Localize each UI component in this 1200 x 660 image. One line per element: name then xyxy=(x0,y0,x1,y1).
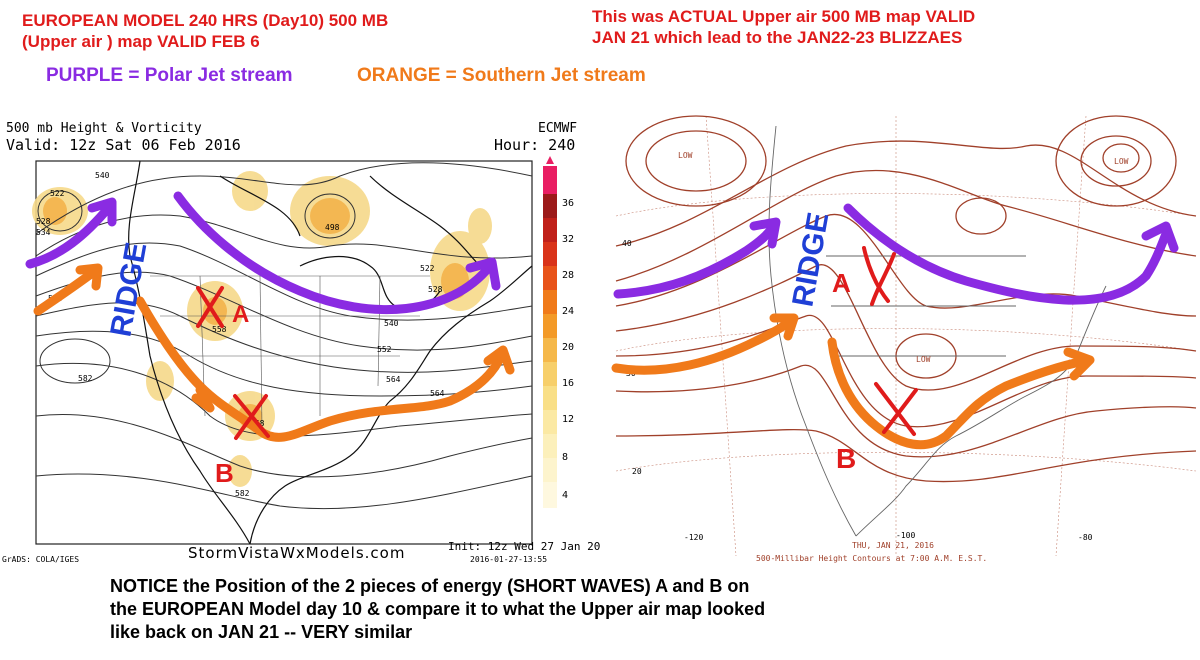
init-stamp: 2016-01-27-13:55 xyxy=(470,555,547,564)
shortwave-b-label-left: B xyxy=(215,458,234,488)
shortwave-a-marker-left xyxy=(196,286,224,328)
ecmwf-valid: Valid: 12z Sat 06 Feb 2016 xyxy=(6,136,241,154)
contour-label: 528 xyxy=(36,217,51,226)
actual-map-panel: LOW LOW LOW 40 30 20 -120 -100 -80 THU, … xyxy=(606,106,1200,570)
colorbar-tick: 16 xyxy=(562,378,574,389)
ecmwf-model: ECMWF xyxy=(538,121,577,136)
caption-line3: like back on JAN 21 -- VERY similar xyxy=(110,622,413,642)
contour-label: 528 xyxy=(428,285,443,294)
contour-label: 522 xyxy=(50,189,65,198)
colorbar-tick: 24 xyxy=(562,306,574,317)
colorbar-tick: 12 xyxy=(562,414,574,425)
contour-label: 552 xyxy=(377,345,392,354)
contour-label: 522 xyxy=(420,264,435,273)
caption: NOTICE the Position of the 2 pieces of e… xyxy=(110,575,765,644)
contour-label: 564 xyxy=(430,389,445,398)
southern-jet-arrow-main-right xyxy=(827,337,1095,450)
left-header-line1: EUROPEAN MODEL 240 HRS (Day10) 500 MB xyxy=(22,11,389,30)
vorticity-colorbar xyxy=(543,156,557,508)
ecmwf-hour: Hour: 240 xyxy=(494,136,575,154)
contour-label: 498 xyxy=(325,223,340,232)
contour-label: 540 xyxy=(95,171,110,180)
contour-label: 582 xyxy=(235,489,250,498)
left-header-line2: (Upper air ) map VALID FEB 6 xyxy=(22,32,260,51)
southern-jet-arrow-main xyxy=(135,296,515,442)
contour-label: 534 xyxy=(36,228,51,237)
contour-label: 564 xyxy=(386,375,401,384)
polar-jet-arrow-east xyxy=(173,191,501,315)
lon-label: -80 xyxy=(1078,533,1093,542)
lon-label: -100 xyxy=(896,531,915,540)
low-label: LOW xyxy=(1114,157,1129,166)
shortwave-a-label-right: A xyxy=(832,268,851,298)
caption-line2: the EUROPEAN Model day 10 & compare it t… xyxy=(110,599,766,619)
legend-purple: PURPLE = Polar Jet stream xyxy=(46,65,293,86)
colorbar-tick: 32 xyxy=(562,234,574,245)
colorbar-tick: 8 xyxy=(562,452,568,463)
left-header: EUROPEAN MODEL 240 HRS (Day10) 500 MB (U… xyxy=(22,10,388,52)
shortwave-b-marker-right xyxy=(874,382,918,436)
southern-jet-arrow-west-right xyxy=(611,313,799,375)
polar-jet-arrow-west xyxy=(25,197,117,269)
right-header-line1: This was ACTUAL Upper air 500 MB map VAL… xyxy=(592,7,976,26)
right-header-line2: JAN 21 which lead to the JAN22-23 BLIZZA… xyxy=(592,28,963,47)
colorbar-tick: 4 xyxy=(562,490,568,501)
shortwave-a-marker-right xyxy=(862,246,896,306)
lon-label: -120 xyxy=(684,533,703,542)
legend-orange: ORANGE = Southern Jet stream xyxy=(357,65,646,86)
right-header: This was ACTUAL Upper air 500 MB map VAL… xyxy=(592,6,975,48)
lat-label: 40 xyxy=(622,239,632,248)
ecmwf-map-panel: 500 mb Height & Vorticity Valid: 12z Sat… xyxy=(0,116,600,570)
ecmwf-map-graphic: 500 mb Height & Vorticity Valid: 12z Sat… xyxy=(0,116,600,570)
low-label: LOW xyxy=(678,151,693,160)
grads-credit: GrADS: COLA/IGES xyxy=(2,555,79,564)
colorbar-tick: 28 xyxy=(562,270,574,281)
actual-map-description: 500-Millibar Height Contours at 7:00 A.M… xyxy=(756,554,987,563)
shortwave-a-label-left: A xyxy=(232,301,249,328)
site-credit: StormVistaWxModels.com xyxy=(188,544,405,562)
low-label: LOW xyxy=(916,355,931,364)
southern-jet-arrow-west xyxy=(33,263,103,316)
colorbar-tick: 20 xyxy=(562,342,574,353)
shortwave-b-marker-left xyxy=(233,394,270,440)
colorbar-tick: 36 xyxy=(562,198,574,209)
actual-map-graphic: LOW LOW LOW 40 30 20 -120 -100 -80 THU, … xyxy=(606,106,1200,570)
actual-map-date: THU, JAN 21, 2016 xyxy=(852,541,934,550)
contour-label: 540 xyxy=(384,319,399,328)
lat-label: 20 xyxy=(632,467,642,476)
caption-line1: NOTICE the Position of the 2 pieces of e… xyxy=(110,576,750,596)
contour-label: 558 xyxy=(212,325,227,334)
init-time: Init: 12z Wed 27 Jan 2016 xyxy=(448,540,600,553)
polar-jet-arrow-west-right xyxy=(613,217,781,299)
shortwave-b-label-right: B xyxy=(836,443,856,474)
ecmwf-title: 500 mb Height & Vorticity xyxy=(6,121,202,136)
polar-jet-arrow-east-right xyxy=(843,203,1179,305)
contour-label: 582 xyxy=(78,374,93,383)
